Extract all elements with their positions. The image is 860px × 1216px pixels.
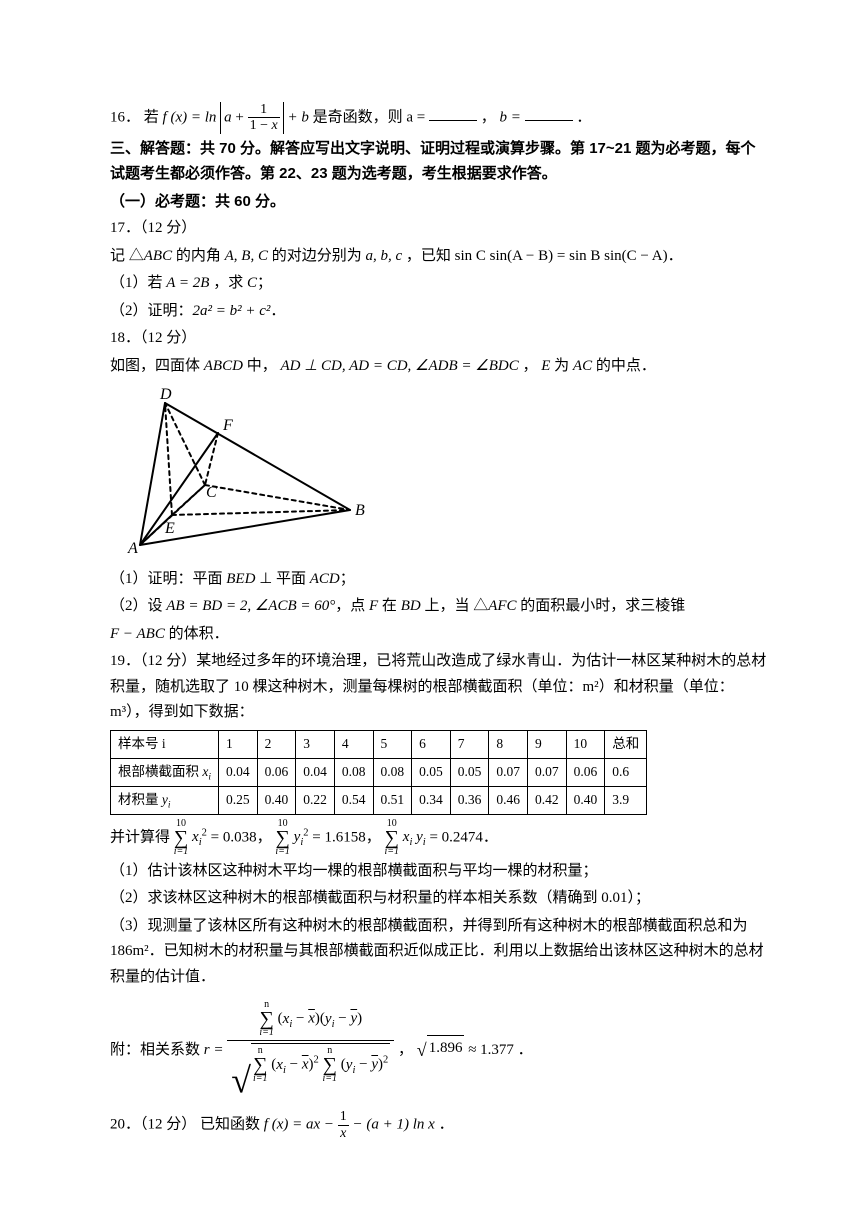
svg-text:F: F [222, 417, 233, 434]
q19-p3: （3）现测量了该林区所有这种树木的根部横截面积，并得到所有这种树木的根部横截面积… [110, 914, 770, 991]
table-row-y: 材积量 yi 0.25 0.40 0.22 0.54 0.51 0.34 0.3… [111, 786, 647, 814]
q18-part2: （2）设 AB = BD = 2, ∠ACB = 60°，点 F 在 BD 上，… [110, 594, 770, 620]
svg-text:C: C [206, 484, 217, 501]
q18-part1: （1）证明：平面 BED ⊥ 平面 ACD； [110, 567, 770, 593]
tetrahedron-diagram: D F C E A B [110, 385, 770, 565]
svg-text:B: B [355, 502, 365, 519]
blank-a[interactable] [429, 106, 477, 121]
sqrt-1896: √1.896 [417, 1035, 465, 1066]
sum-xy: 10∑i=1 [384, 819, 399, 857]
data-table: 样本号 i 1 2 3 4 5 6 7 8 9 10 总和 根部横截面积 xi … [110, 730, 647, 815]
q17-part2: （2）证明：2a² = b² + c²． [110, 299, 770, 325]
table-header-row: 样本号 i 1 2 3 4 5 6 7 8 9 10 总和 [111, 730, 647, 758]
blank-b[interactable] [525, 106, 573, 121]
svg-text:A: A [127, 540, 138, 555]
sum-y2: 10∑i=1 [275, 819, 290, 857]
q19-calc: 并计算得 10∑i=1 xi2 = 0.038， 10∑i=1 yi2 = 1.… [110, 819, 770, 857]
abs-expression: a + 11 − x [220, 102, 284, 134]
q19-p2: （2）求该林区这种树木的根部横截面积与材积量的样本相关系数（精确到 0.01）； [110, 886, 770, 912]
col-sum: 总和 [605, 730, 647, 758]
q17-part1: （1）若 A = 2B ，求 C； [110, 271, 770, 297]
q18-part2b: F − ABC 的体积． [110, 622, 770, 648]
section3-sub: （一）必考题：共 60 分。 [110, 189, 770, 215]
q16-number: 16． [110, 109, 140, 125]
q19: 19．（12 分）某地经过多年的环境治理，已将荒山改造成了绿水青山．为估计一林区… [110, 649, 770, 726]
question-16: 16． 若 f (x) = ln a + 11 − x + b 是奇函数，则 a… [110, 102, 770, 134]
svg-text:E: E [164, 520, 175, 537]
q16-fx: f (x) = ln [163, 109, 217, 125]
table-row-x: 根部横截面积 xi 0.04 0.06 0.04 0.08 0.08 0.05 … [111, 758, 647, 786]
svg-text:D: D [159, 386, 172, 403]
section3-heading: 三、解答题：共 70 分。解答应写出文字说明、证明过程或演算步骤。第 17~21… [110, 136, 770, 187]
q17-line1: 记 △ABC 的内角 A, B, C 的对边分别为 a, b, c ，已知 si… [110, 244, 770, 270]
q18-number: 18．（12 分） [110, 326, 770, 352]
q20: 20．（12 分） 已知函数 f (x) = ax − 1x − (a + 1)… [110, 1109, 770, 1141]
sum-x2: 10∑i=1 [174, 819, 189, 857]
correlation-formula: n∑i=1 (xi − x)(yi − y) √ n∑i=1 (xi − x)2… [227, 998, 394, 1103]
q19-p1: （1）估计该林区这种树木平均一棵的根部横截面积与平均一棵的材积量； [110, 859, 770, 885]
q19-appendix: 附：相关系数 r = n∑i=1 (xi − x)(yi − y) √ n∑i=… [110, 998, 770, 1103]
q19-number: 19．（12 分） [110, 653, 196, 669]
q17-number: 17．（12 分） [110, 216, 770, 242]
frac-1x: 1x [338, 1109, 349, 1141]
q18-line1: 如图，四面体 ABCD 中， AD ⊥ CD, AD = CD, ∠ADB = … [110, 354, 770, 380]
col-sample: 样本号 i [111, 730, 219, 758]
q20-number: 20．（12 分） [110, 1116, 196, 1132]
